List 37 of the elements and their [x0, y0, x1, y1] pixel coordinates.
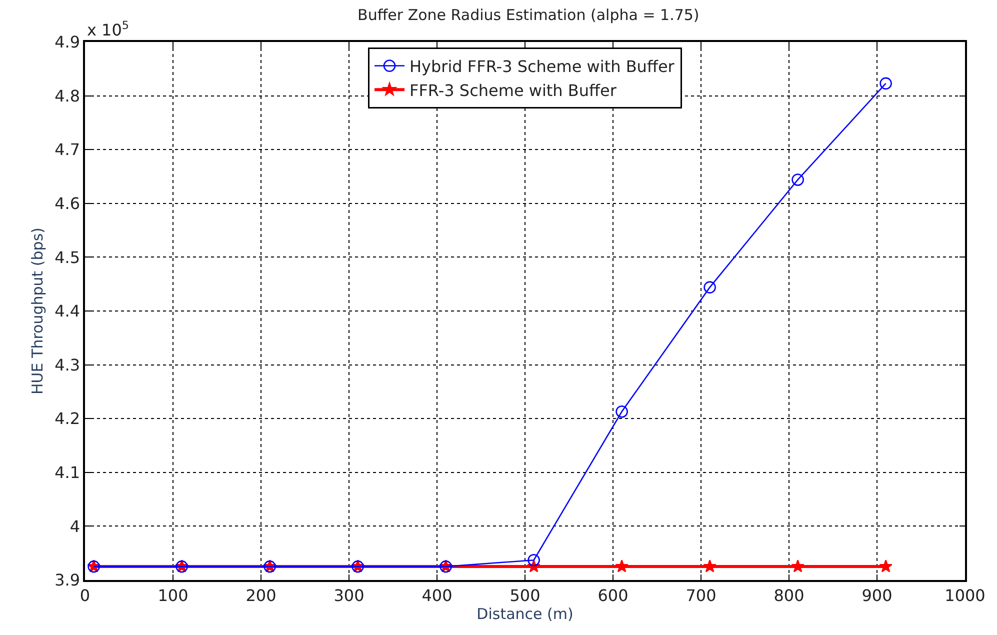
x-tick-label: 1000: [944, 586, 986, 605]
legend-label: Hybrid FFR-3 Scheme with Buffer: [410, 57, 675, 76]
y-tick-label: 4.5: [54, 248, 80, 267]
point: [616, 405, 628, 418]
point: [879, 560, 892, 572]
x-tick-label: 0: [80, 586, 90, 605]
x-tick-label: 900: [862, 586, 892, 605]
y-tick-label: 3.9: [54, 570, 80, 590]
x-tick-label: 500: [510, 586, 540, 605]
x-tick-label: 100: [158, 586, 188, 605]
x-tick-label: 800: [774, 586, 804, 605]
y-tick-label: 4.3: [54, 355, 80, 374]
y-tick-label: 4.1: [54, 463, 80, 482]
chart-title: Buffer Zone Radius Estimation (alpha = 1.75): [358, 6, 700, 24]
y-tick-label: 4.8: [54, 86, 80, 106]
y-tick-label: 4.4: [54, 302, 80, 321]
y-tick-label: 4.7: [54, 140, 80, 160]
x-axis-title: Distance (m): [476, 604, 574, 623]
x-tick-label: 300: [334, 586, 364, 605]
y-axis-title: HUE Throughput (bps): [28, 228, 46, 394]
point: [615, 560, 628, 572]
legend-label: FFR-3 Scheme with Buffer: [410, 80, 617, 100]
y-tick-label: 4: [70, 516, 80, 536]
point: [791, 560, 804, 572]
y-tick-label: 4.2: [54, 409, 80, 428]
y-tick-label: 4.9: [54, 32, 80, 52]
point: [880, 77, 892, 90]
point: [792, 174, 804, 186]
point: [528, 554, 540, 566]
text: x 10$^{5}$: [87, 19, 130, 40]
x-tick-label: 700: [686, 586, 716, 605]
x-tick-label: 200: [246, 586, 276, 605]
x-tick-label: 600: [598, 586, 628, 605]
y-tick-label: 4.6: [54, 194, 80, 213]
point: [704, 281, 716, 294]
point: [703, 560, 716, 572]
x-tick-label: 400: [422, 586, 452, 605]
